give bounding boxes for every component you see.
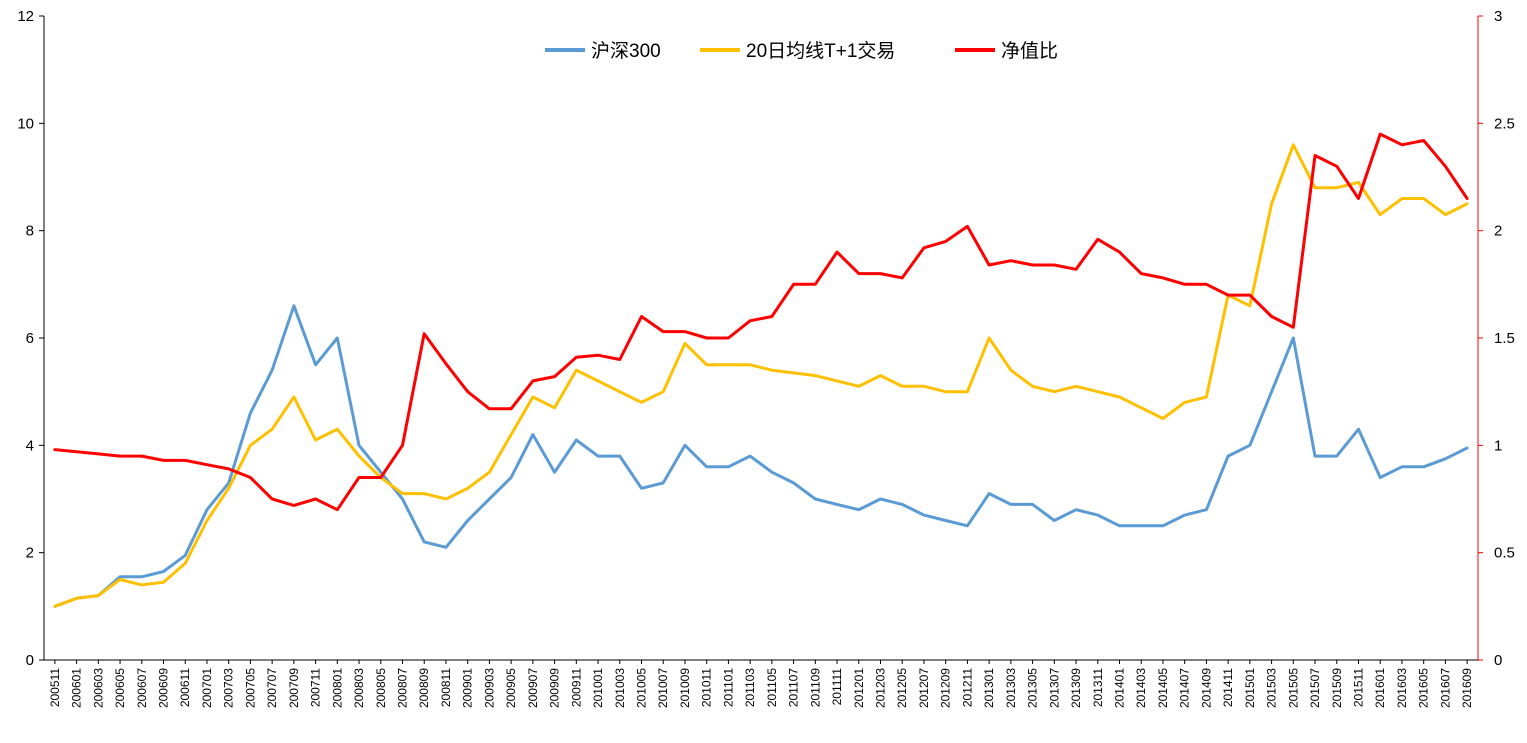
x-tick-label: 200705 bbox=[243, 668, 257, 708]
x-tick-label: 201005 bbox=[635, 668, 649, 708]
y-left-tick-label: 6 bbox=[26, 330, 34, 347]
x-tick-label: 200903 bbox=[482, 668, 496, 708]
x-tick-label: 201603 bbox=[1395, 668, 1409, 708]
axes-group: 0 2 4 6 8 10 12 0 0.5 1 1.5 2 2.5 3 200511 200601 200603… bbox=[17, 8, 1515, 708]
x-tick-label: 201311 bbox=[1091, 668, 1105, 707]
x-tick-label: 200605 bbox=[113, 668, 127, 708]
legend-label-2: 20日均线T+1交易 bbox=[746, 40, 895, 62]
x-tick-label: 200601 bbox=[70, 668, 84, 708]
x-tick-label: 201103 bbox=[743, 668, 757, 707]
x-tick-label: 201203 bbox=[874, 668, 888, 708]
y-left-tick-label: 8 bbox=[26, 223, 34, 240]
x-tick-label: 200803 bbox=[352, 668, 366, 708]
x-tick-label: 201109 bbox=[808, 668, 822, 707]
x-tick-label: 200801 bbox=[330, 668, 344, 708]
x-tick-label: 201407 bbox=[1178, 668, 1192, 708]
legend-label-1: 沪深300 bbox=[591, 40, 661, 62]
legend: 沪深300 20日均线T+1交易 净值比 bbox=[545, 40, 1058, 62]
x-tick-label: 201509 bbox=[1330, 668, 1344, 708]
y-right-tick-label: 0.5 bbox=[1494, 545, 1515, 562]
x-tick-label: 201503 bbox=[1265, 668, 1279, 708]
x-tick-label: 200511 bbox=[48, 668, 62, 707]
x-tick-label: 200901 bbox=[461, 668, 475, 708]
x-tick-label: 201411 bbox=[1221, 668, 1235, 707]
x-tick-label: 200909 bbox=[548, 668, 562, 708]
x-tick-label: 201307 bbox=[1047, 668, 1061, 708]
x-tick-label: 200607 bbox=[135, 668, 149, 708]
x-tick-label: 200703 bbox=[222, 668, 236, 708]
x-tick-label: 200611 bbox=[178, 668, 192, 707]
x-tick-label: 201105 bbox=[765, 668, 779, 707]
y-right-tick-label: 1 bbox=[1494, 437, 1502, 454]
x-tick-label: 200603 bbox=[91, 668, 105, 708]
y-left-tick-label: 0 bbox=[26, 652, 34, 669]
x-tick-label: 201209 bbox=[939, 668, 953, 708]
x-tick-label: 201401 bbox=[1113, 668, 1127, 708]
x-tick-label: 201505 bbox=[1286, 668, 1300, 708]
x-tick-label: 200911 bbox=[569, 668, 583, 707]
x-tick-label: 201303 bbox=[1004, 668, 1018, 708]
x-tick-label: 201601 bbox=[1373, 668, 1387, 708]
x-tick-label: 201101 bbox=[721, 668, 735, 707]
y-right-tick-label: 1.5 bbox=[1494, 330, 1515, 347]
x-tick-label: 201003 bbox=[613, 668, 627, 708]
y-left-tick-label: 2 bbox=[26, 545, 34, 562]
x-tick-label: 200707 bbox=[265, 668, 279, 708]
x-tick-label: 201201 bbox=[852, 668, 866, 708]
x-tick-label: 201007 bbox=[656, 668, 670, 708]
series-line-3 bbox=[53, 132, 1469, 512]
x-tick-label: 201111 bbox=[830, 668, 844, 706]
x-tick-label: 200809 bbox=[417, 668, 431, 708]
x-tick-label: 201011 bbox=[700, 668, 714, 707]
x-tick-label: 201607 bbox=[1438, 668, 1452, 708]
y-left-tick-label: 10 bbox=[17, 115, 34, 132]
y-right-tick-label: 2 bbox=[1494, 223, 1502, 240]
x-tick-label: 201001 bbox=[591, 668, 605, 708]
x-tick-label: 200805 bbox=[374, 668, 388, 708]
x-tick-label: 201507 bbox=[1308, 668, 1322, 708]
x-tick-label: 201009 bbox=[678, 668, 692, 708]
x-tick-label: 201511 bbox=[1352, 668, 1366, 707]
x-tick-label: 201207 bbox=[917, 668, 931, 708]
x-tick-label: 201211 bbox=[960, 668, 974, 707]
x-tick-label: 201609 bbox=[1460, 668, 1474, 708]
x-tick-label: 200711 bbox=[309, 668, 323, 707]
series-line-2 bbox=[53, 143, 1469, 608]
x-tick-label: 201501 bbox=[1243, 668, 1257, 708]
x-tick-label: 200907 bbox=[526, 668, 540, 708]
x-tick-label: 201605 bbox=[1417, 668, 1431, 708]
legend-label-3: 净值比 bbox=[1001, 40, 1058, 62]
x-tick-label: 200807 bbox=[396, 668, 410, 708]
y-right-tick-label: 3 bbox=[1494, 8, 1502, 25]
x-tick-label: 201403 bbox=[1134, 668, 1148, 708]
x-tick-label: 200709 bbox=[287, 668, 301, 708]
y-right-tick-label: 2.5 bbox=[1494, 115, 1515, 132]
x-tick-label: 201305 bbox=[1026, 668, 1040, 708]
y-left-tick-label: 12 bbox=[17, 8, 34, 25]
y-right-tick-label: 0 bbox=[1494, 652, 1502, 669]
x-tick-label: 201205 bbox=[895, 668, 909, 708]
y-left-tick-label: 4 bbox=[26, 437, 34, 454]
series-line-1 bbox=[53, 304, 1469, 608]
x-tick-label: 200811 bbox=[439, 668, 453, 707]
x-tick-label: 201409 bbox=[1199, 668, 1213, 708]
x-tick-label: 200701 bbox=[200, 668, 214, 708]
x-tick-label: 200609 bbox=[157, 668, 171, 708]
x-tick-label: 201301 bbox=[982, 668, 996, 708]
series-group bbox=[53, 132, 1469, 608]
x-tick-label: 200905 bbox=[504, 668, 518, 708]
x-tick-label: 201309 bbox=[1069, 668, 1083, 708]
x-tick-label: 201107 bbox=[787, 668, 801, 707]
x-tick-label: 201405 bbox=[1156, 668, 1170, 708]
